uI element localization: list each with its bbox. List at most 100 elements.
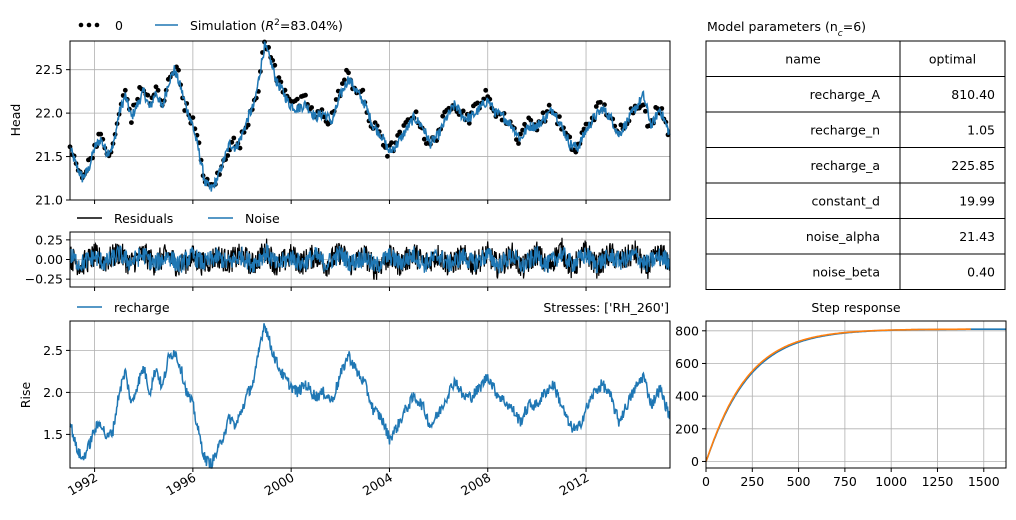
recharge-ytick-label: 1.5 [43,427,63,442]
head-ytick-label: 21.0 [35,193,63,208]
observed-point [272,62,278,68]
parameter-table-title: Model parameters (nc=6) [707,19,866,39]
table-cell [705,76,901,113]
param-name: noise_beta [812,264,880,279]
x-tick-label: 2004 [360,470,395,499]
observed-point [360,87,366,93]
head-ytick-label: 21.5 [35,149,63,164]
observed-point [593,104,599,109]
table-cell [705,111,901,148]
x-tick-label: 2008 [458,470,493,499]
param-name: constant_d [811,193,880,208]
step-xtick-label: 250 [740,474,764,489]
residuals-ytick-label: 0.25 [35,232,63,247]
observed-point [643,108,648,114]
x-tick-label: 1996 [163,470,198,499]
observed-point [294,96,300,102]
legend-observed-label: 0 [115,18,123,33]
legend-simulation-label: Simulation (R2=83.04%) [190,18,343,33]
observed-point [528,117,534,123]
observed-point [516,141,521,146]
step-x-ticks: 0 250 500 750 1000 1250 1500 [702,468,1000,489]
observed-point [602,102,607,108]
step-ytick-label: 400 [675,389,699,404]
recharge-grid [70,321,670,468]
observed-point [389,140,394,146]
observed-point [397,129,403,135]
step-xtick-label: 1500 [968,474,1000,489]
observed-point [475,100,480,106]
legend-dot-1 [78,22,84,28]
observed-point [303,92,308,98]
observed-point [557,114,562,119]
head-ylabel: Head [8,104,23,137]
residuals-x-ticks [94,287,587,291]
step-panel: 0 200 400 600 800 0 250 500 750 1000 1250 1500 Ste… [675,300,1007,489]
noise-line [69,243,671,274]
table-cell [705,147,901,184]
observed-point [145,92,151,98]
observed-point [540,110,546,116]
stresses-title: Stresses: ['RH_260'] [543,300,669,315]
observed-point [98,131,104,137]
residuals-panel: −0.25 0.00 0.25 Residuals Noise [25,211,671,291]
step-ytick-label: 800 [675,323,699,338]
param-value: 21.43 [959,229,995,244]
param-name: recharge_n [810,122,880,137]
head-x-ticks [94,200,587,204]
observed-point [122,87,128,93]
head-ytick-label: 22.5 [35,62,63,77]
head-legend: 0 Simulation (R2=83.04%) [78,18,343,33]
observed-point [340,81,345,86]
residuals-ytick-label: −0.25 [25,272,63,287]
table-cell [899,111,1006,148]
head-y-ticks: 21.0 21.5 22.0 22.5 [35,62,70,208]
head-ytick-label: 22.0 [35,106,63,121]
param-value: 225.85 [951,158,995,173]
step-axes-frame [705,320,1007,469]
step-ytick-label: 0 [691,454,699,469]
param-value: 1.05 [967,122,995,137]
step-y-ticks: 0 200 400 600 800 [675,323,706,469]
step-lines [705,328,1007,462]
observed-point [483,87,489,93]
step-response-line [705,328,1007,462]
step-ytick-label: 600 [675,356,699,371]
observed-point [346,70,351,76]
observed-point [421,136,427,142]
observed-point [176,67,181,73]
param-value: 19.99 [959,193,995,208]
observed-point [385,153,390,159]
observed-point [129,120,134,125]
table-header-cell [899,40,1006,77]
observed-point [231,135,237,141]
recharge-ylabel: Rise [18,382,33,409]
table-cell [705,182,901,219]
param-name: recharge_A [810,87,881,102]
recharge-line [69,323,671,469]
x-tick-label: 1992 [65,470,100,499]
observed-point [440,113,446,119]
x-tick-label: 2000 [262,470,297,499]
recharge-ytick-label: 2.0 [43,385,63,400]
x-tick-label: 2012 [556,470,591,499]
step-xtick-label: 500 [787,474,811,489]
observed-point [460,108,466,114]
recharge-panel: 1.52.02.5 1992 1996 2000 2004 2008 2012 Rise … [18,300,671,499]
table-cell [899,76,1006,113]
recharge-x-ticks: 1992 1996 2000 2004 2008 2012 [65,468,592,499]
residuals-legend: Residuals Noise [77,211,280,226]
table-cell [899,182,1006,219]
table-cell [705,218,901,255]
step-response-line [705,328,971,462]
recharge-axes-frame [69,320,671,469]
residuals-ytick-label: 0.00 [35,252,63,267]
step-title: Step response [811,300,901,315]
legend-recharge-label: recharge [114,300,170,315]
table-cell [705,253,901,290]
parameter-table: Model parameters (nc=6) name optimal recha… [705,19,1006,290]
legend-dot-2 [86,22,92,28]
step-ytick-label: 200 [675,421,699,436]
step-xtick-label: 1000 [875,474,907,489]
